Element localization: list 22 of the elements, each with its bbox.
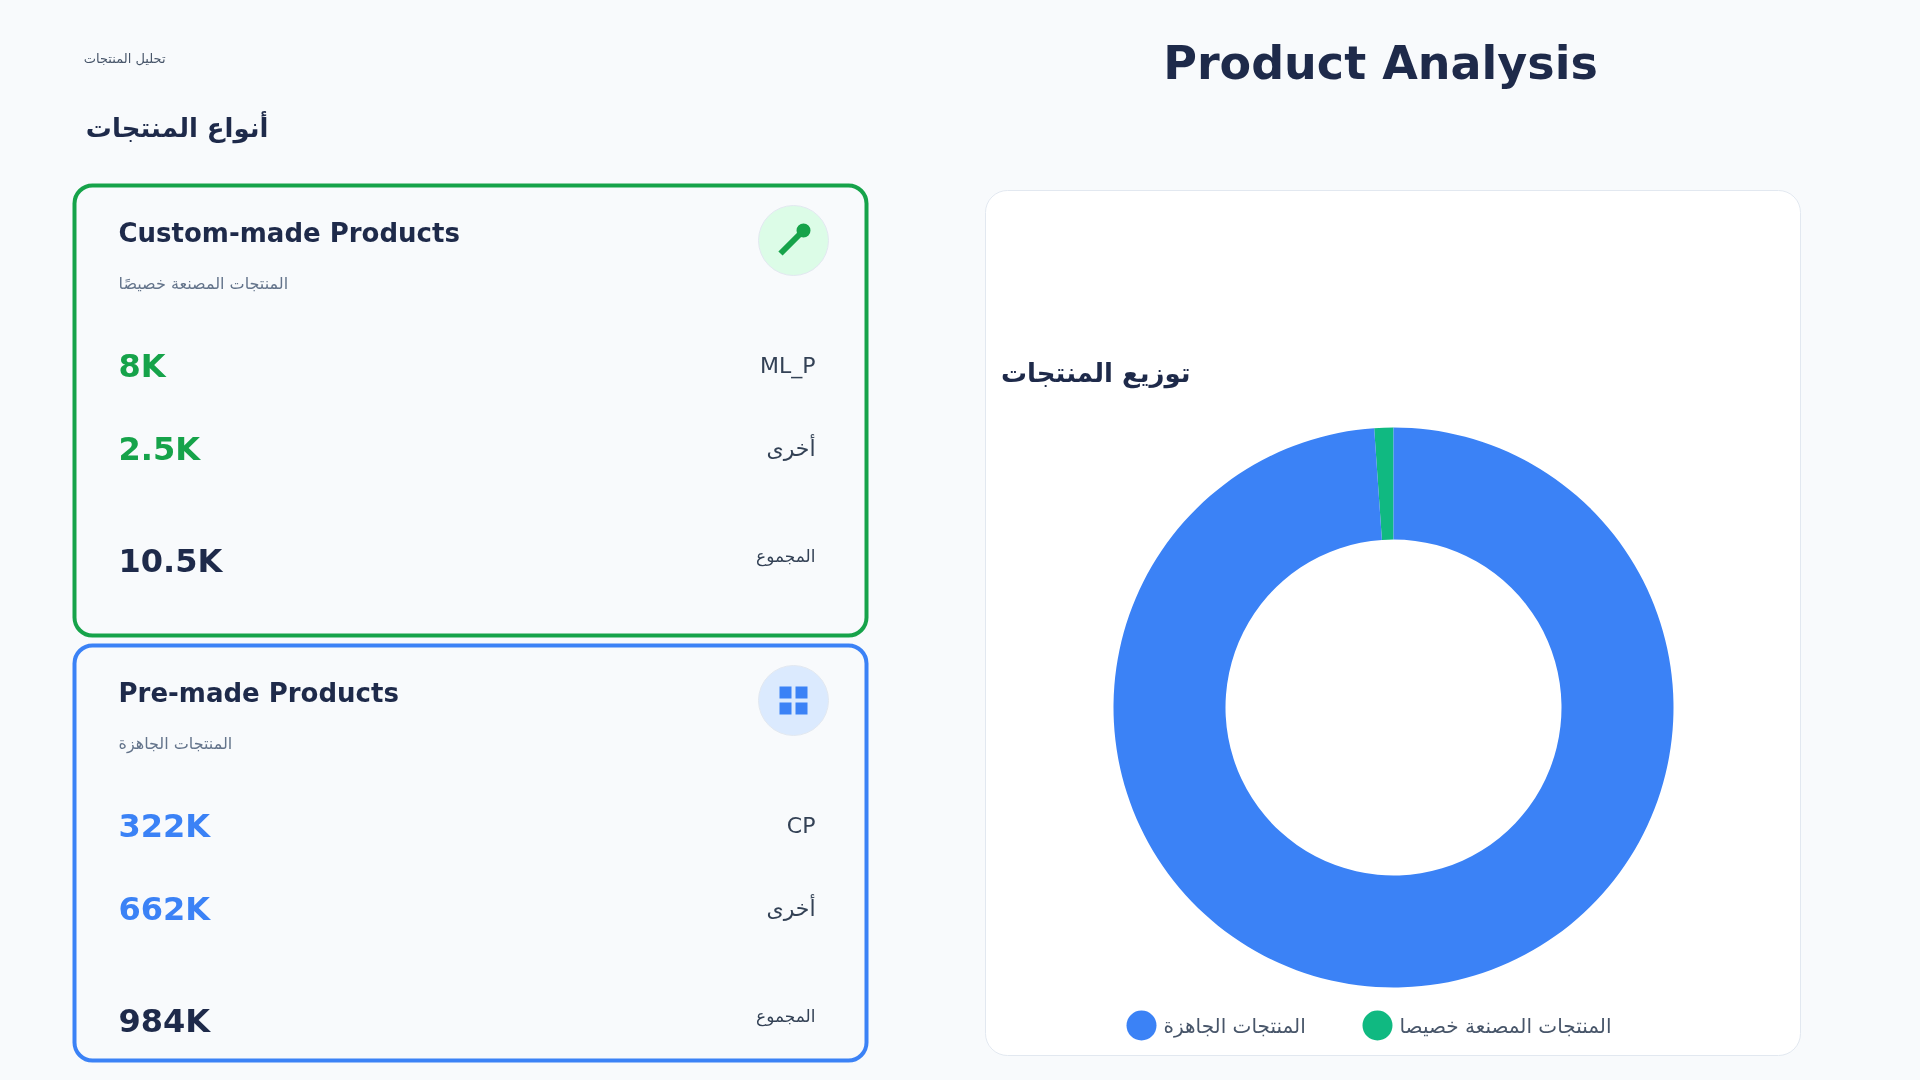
data-label: 8K [118, 346, 167, 385]
legend-label: المنتجات الجاهزة [1163, 1013, 1306, 1038]
text: المنتجات الجاهزة [118, 734, 233, 754]
chart-title: توزيع المنتجات [1000, 357, 1191, 389]
data-label: 662K [118, 889, 212, 928]
text: تحليل المنتجات [83, 51, 166, 66]
data-label: 2.5K [118, 429, 202, 468]
data-label: 10.5K [118, 541, 224, 580]
text: المنتجات المصنعة خصيصًا [118, 274, 289, 293]
category-label: CP [786, 813, 816, 838]
text: Pre-made Products [118, 677, 399, 708]
category-label: أخرى [766, 894, 816, 921]
data-label: 984K [118, 1001, 212, 1040]
text: Product Analysis [1163, 35, 1598, 90]
category-label: ML_P [760, 353, 816, 379]
legend-label: المنتجات المصنعة خصيصا [1399, 1013, 1612, 1038]
category-label: المجموع [756, 545, 816, 567]
category-label: أخرى [766, 434, 816, 461]
data-label: 322K [118, 806, 212, 845]
text: Custom-made Products [118, 217, 460, 248]
category-label: المجموع [756, 1005, 816, 1027]
text: أنواع المنتجات [85, 110, 269, 144]
